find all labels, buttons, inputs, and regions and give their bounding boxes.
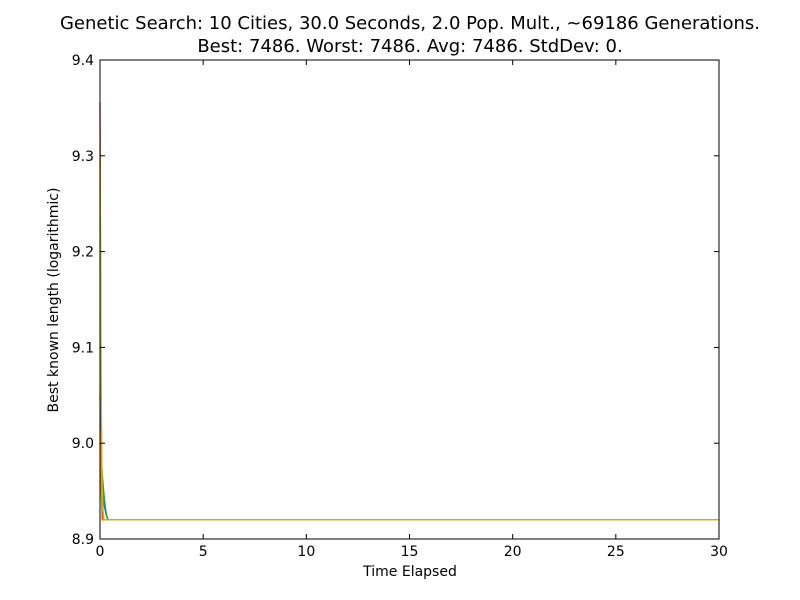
y-tick-label-3: 9.2 [72,245,94,261]
x-tick-label-2: 10 [297,544,315,560]
plot-area [100,60,719,539]
x-axis-label: Time Elapsed [362,564,457,580]
chart-title: Genetic Search: 10 Cities, 30.0 Seconds,… [60,13,760,34]
x-tick-label-0: 0 [96,544,105,560]
y-axis-ticks: 8.9 9.0 9.1 9.2 9.3 9.4 [72,53,719,548]
y-tick-label-1: 9.0 [72,436,94,452]
x-tick-label-5: 25 [607,544,625,560]
x-tick-label-3: 15 [401,544,419,560]
y-tick-label-2: 9.1 [72,340,94,356]
y-tick-label-5: 9.4 [72,53,94,69]
x-tick-label-6: 30 [710,544,728,560]
x-axis-ticks: 0 5 10 15 20 25 30 [96,60,728,560]
y-axis-label: Best known length (logarithmic) [46,188,62,413]
chart-subtitle: Best: 7486. Worst: 7486. Avg: 7486. StdD… [197,36,622,57]
x-tick-label-4: 20 [504,544,522,560]
y-tick-label-0: 8.9 [72,532,94,548]
x-tick-label-1: 5 [199,544,208,560]
y-tick-label-4: 9.3 [72,149,94,165]
